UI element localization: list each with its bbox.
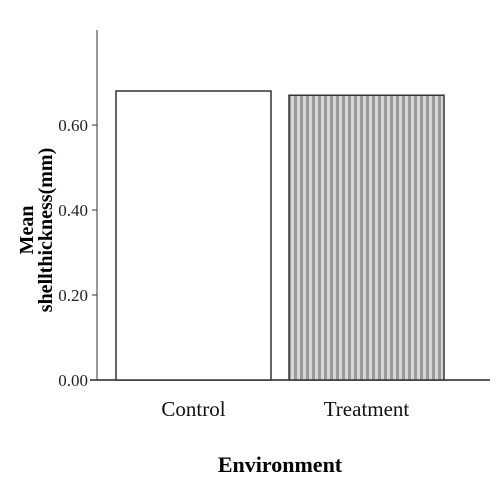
y-axis-title-line-1: Mean xyxy=(16,206,38,255)
x-axis-title: Environment xyxy=(218,452,343,477)
y-axis-title: Mean shellthickness(mm) xyxy=(16,148,57,312)
bar-treatment xyxy=(288,94,445,381)
x-tick-label: Treatment xyxy=(324,397,410,421)
y-tick-label: 0.40 xyxy=(58,201,88,220)
x-tick-label: Control xyxy=(161,397,225,421)
y-ticks: 0.00 0.20 0.40 0.60 xyxy=(58,116,97,390)
y-tick-label: 0.60 xyxy=(58,116,88,135)
category-labels: Control Treatment xyxy=(161,397,409,421)
y-tick-label: 0.00 xyxy=(58,371,88,390)
bars xyxy=(115,90,445,381)
y-tick-label: 0.20 xyxy=(58,286,88,305)
bar-control xyxy=(115,90,272,381)
y-axis-title-line-2: shellthickness(mm) xyxy=(35,148,57,312)
